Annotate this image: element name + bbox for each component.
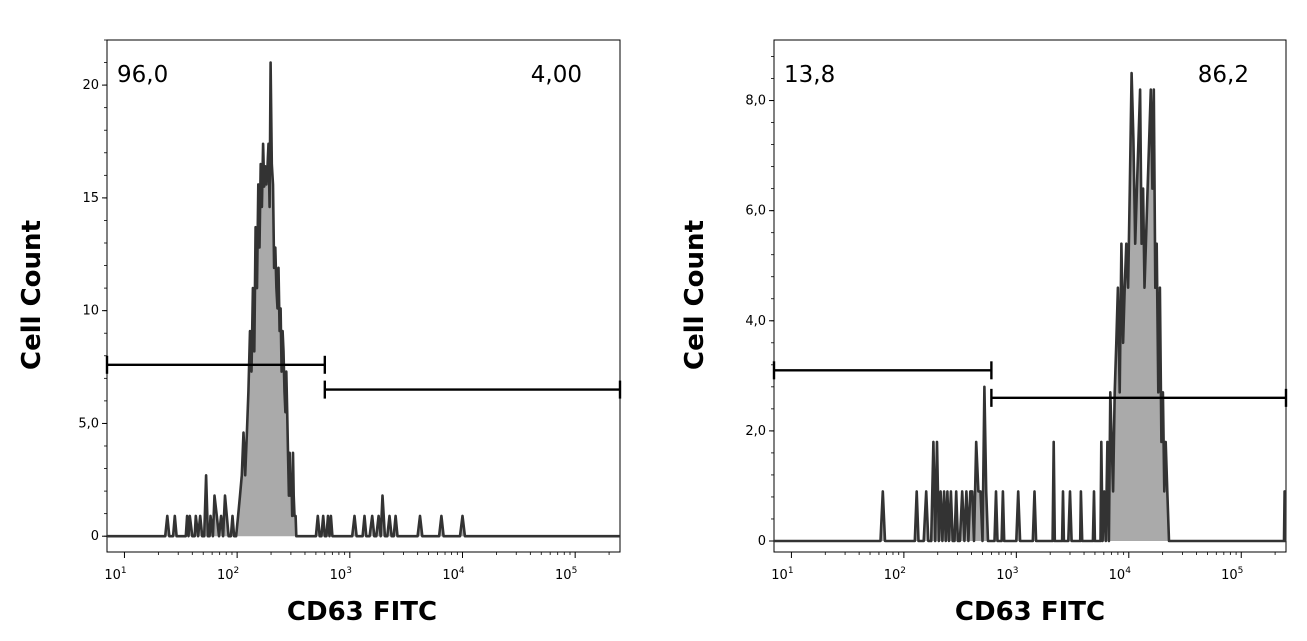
histogram-area	[774, 73, 1286, 541]
gate-percent-left: 13,8	[784, 62, 835, 88]
x-tick-label: 101	[771, 566, 793, 583]
x-tick-label: 105	[1221, 566, 1243, 583]
y-tick-label: 10	[82, 304, 99, 319]
x-tick-label: 101	[104, 566, 126, 583]
histogram-outline	[107, 61, 620, 538]
plot-frame	[106, 39, 621, 553]
x-axis-title: CD63 FITC	[287, 597, 437, 627]
gate-percent-left: 96,0	[117, 62, 168, 88]
x-axis-title: CD63 FITC	[955, 597, 1105, 627]
y-tick-label: 8,0	[745, 94, 766, 109]
histogram-right: 02,04,06,08,0 101 102 103 104 105 13,8 86,2 …	[680, 39, 1288, 627]
y-tick-label: 2,0	[745, 424, 766, 439]
gates	[105, 355, 622, 399]
x-tick-label: 103	[996, 566, 1018, 583]
x-axis: 101 102 103 104 105	[771, 552, 1276, 583]
x-axis: 101 102 103 104 105	[104, 552, 610, 583]
y-tick-label: 5,0	[78, 416, 99, 431]
y-tick-label: 0	[758, 534, 766, 549]
x-tick-label: 103	[330, 566, 352, 583]
gate-percent-right: 86,2	[1198, 62, 1249, 88]
histogram-outline	[774, 71, 1287, 543]
y-tick-label: 15	[82, 191, 99, 206]
gate-percent-right: 4,00	[531, 62, 582, 88]
y-axis-title: Cell Count	[17, 220, 47, 370]
histogram-left: 0 5,0 10 15 20 101 102 103 104 105 96,0 4,00 Cel…	[17, 39, 622, 627]
x-tick-label: 102	[884, 566, 906, 583]
y-axis: 0 5,0 10 15 20	[78, 39, 107, 544]
x-tick-label: 104	[1109, 566, 1132, 583]
y-tick-label: 0	[91, 529, 99, 544]
y-axis-title: Cell Count	[680, 220, 710, 370]
x-tick-label: 104	[442, 566, 465, 583]
y-tick-label: 6,0	[745, 204, 766, 219]
plot-frame	[773, 39, 1287, 553]
y-tick-label: 20	[82, 78, 99, 93]
x-tick-label: 102	[217, 566, 239, 583]
y-axis: 0 2,0 4,0 6,0 8,0	[745, 56, 774, 549]
x-tick-label: 105	[555, 566, 577, 583]
gates	[772, 361, 1288, 407]
y-tick-label: 4,0	[745, 314, 766, 329]
